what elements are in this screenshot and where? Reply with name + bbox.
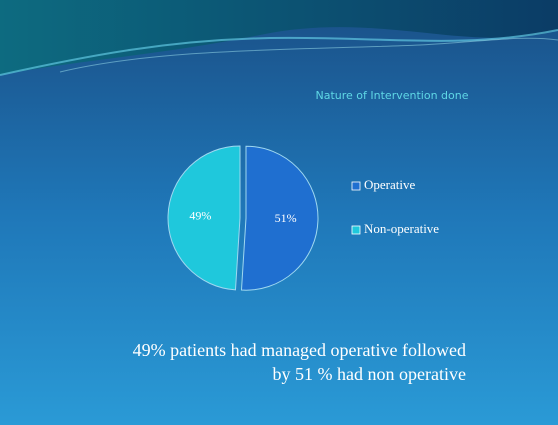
legend: Operative Non-operative bbox=[351, 177, 439, 236]
legend-swatch bbox=[351, 181, 361, 191]
data-label: 49% bbox=[189, 209, 211, 223]
legend-label: Non-operative bbox=[364, 221, 439, 236]
legend-swatch bbox=[351, 225, 361, 235]
legend-label: Operative bbox=[364, 177, 415, 192]
pie-slice bbox=[240, 145, 319, 291]
wave-line bbox=[0, 29, 558, 76]
wave-line bbox=[59, 37, 558, 73]
caption-line: 49% patients had managed operative follo… bbox=[133, 340, 466, 360]
pie: 51% 49% bbox=[167, 145, 319, 291]
chart-title: Nature of Intervention done bbox=[316, 89, 469, 102]
data-label: 51% bbox=[275, 211, 297, 225]
pie-slice bbox=[167, 145, 241, 291]
caption-line: by 51 % had non operative bbox=[273, 364, 466, 384]
header-wave bbox=[0, 0, 558, 75]
